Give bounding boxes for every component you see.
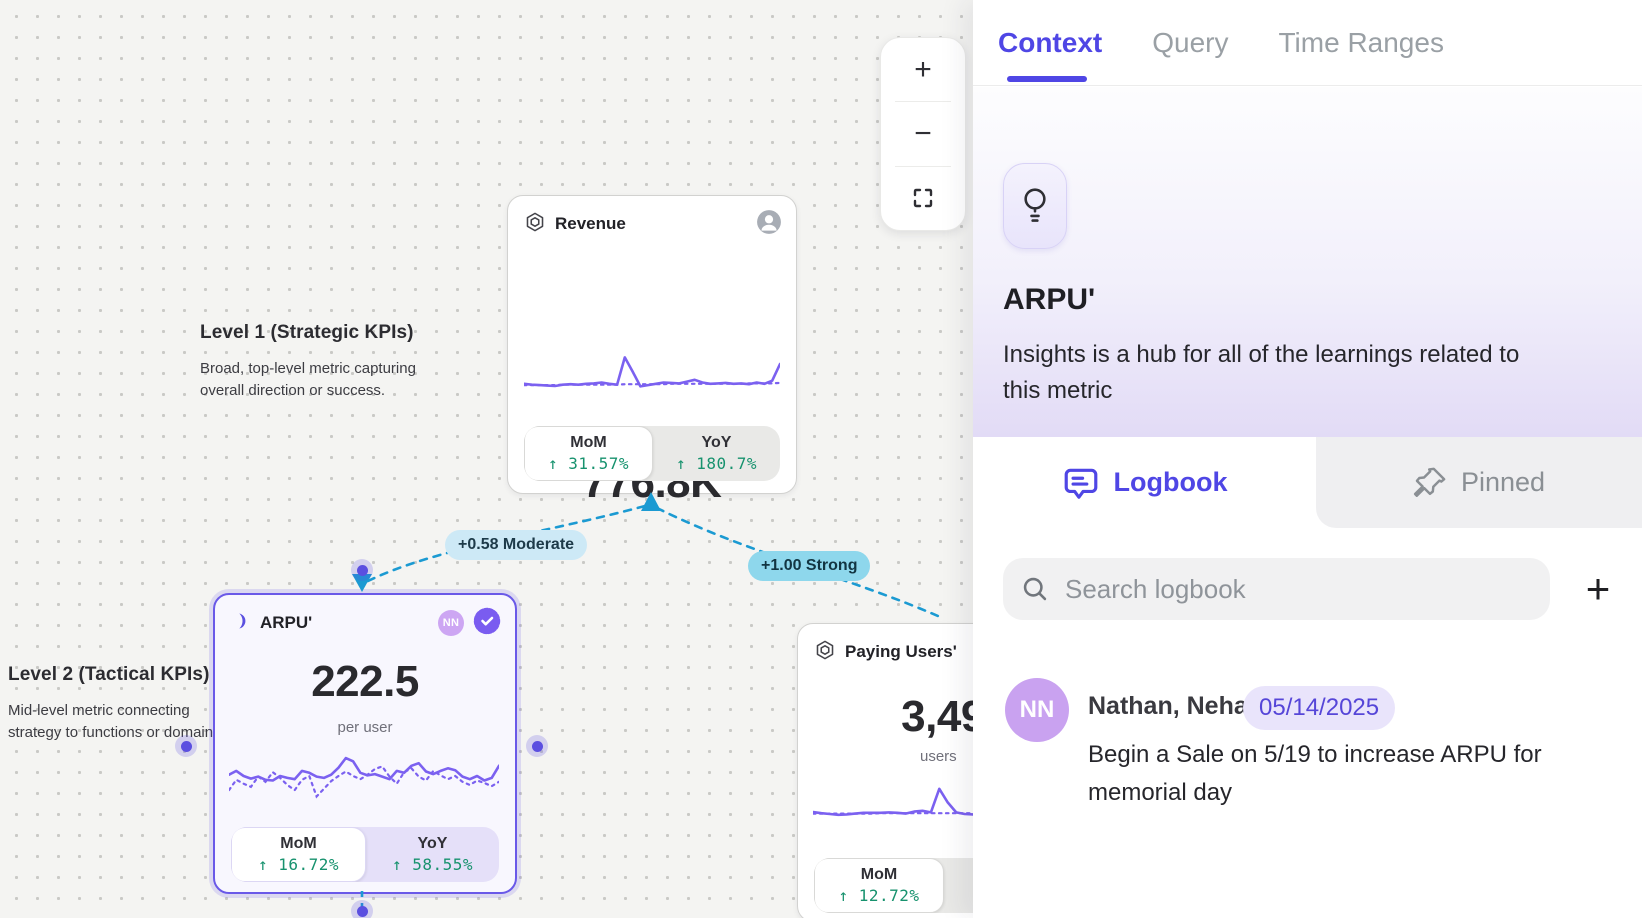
paying-card-header: Paying Users' [814, 638, 973, 666]
connection-handle-top[interactable] [351, 559, 373, 581]
subtab-logbook[interactable]: Logbook [973, 437, 1316, 528]
level-1-desc-line2: overall direction or success. [200, 382, 386, 399]
arpu-card-header: ARPU' NN [231, 607, 501, 640]
arpu-period-toggle: MoM ↑ 16.72% YoY ↑ 58.55% [231, 827, 499, 882]
revenue-mom-value: ↑ 31.57% [547, 454, 630, 473]
hexagon-icon [524, 211, 546, 238]
subtab-pinned[interactable]: Pinned [1316, 437, 1642, 528]
edge-label-moderate[interactable]: +0.58 Moderate [445, 530, 588, 560]
add-logbook-entry-button[interactable]: + [1585, 565, 1611, 612]
arpu-mom-value: ↑ 16.72% [257, 855, 340, 874]
metric-tree-canvas[interactable]: Level 1 (Strategic KPIs) Broad, top-leve… [0, 0, 973, 918]
level-2-desc-line2: strategy to functions or domains. [8, 724, 225, 741]
edge-label-strong[interactable]: +1.00 Strong [748, 551, 871, 581]
insight-icon-tile [1003, 163, 1067, 249]
revenue-card-title: Revenue [555, 214, 626, 233]
arpu-card-title: ARPU' [260, 613, 313, 632]
zoom-in-button[interactable]: + [914, 52, 932, 86]
connection-handle-right[interactable] [526, 735, 548, 757]
verified-badge-icon [473, 607, 501, 640]
level-2-title: Level 2 (Tactical KPIs) [8, 664, 210, 685]
revenue-yoy-value: ↑ 180.7% [675, 454, 758, 473]
level-1-title: Level 1 (Strategic KPIs) [200, 322, 414, 343]
pin-icon [1413, 467, 1446, 497]
revenue-mom-toggle[interactable]: MoM ↑ 31.57% [524, 426, 653, 481]
revenue-card-header: Revenue [524, 209, 782, 240]
paying-unit: users [920, 748, 957, 765]
lightbulb-icon [1024, 188, 1046, 222]
panel-tab-bar: Context Query Time Ranges [973, 0, 1642, 86]
metric-card-paying-users[interactable]: Paying Users' 3,49 users MoM ↑ 12.72% [797, 623, 973, 918]
paying-value: 3,49 [901, 692, 973, 741]
revenue-sparkline [524, 356, 780, 388]
revenue-yoy-toggle[interactable]: YoY ↑ 180.7% [675, 434, 758, 473]
entry-date-badge[interactable]: 05/14/2025 [1243, 686, 1396, 730]
fit-view-button[interactable] [881, 167, 965, 230]
search-input[interactable] [1063, 572, 1532, 606]
fullscreen-icon [913, 189, 933, 208]
tab-query[interactable]: Query [1152, 26, 1229, 58]
entry-avatar: NN [1005, 678, 1069, 742]
collaborator-avatar-badge[interactable]: NN [438, 610, 464, 636]
paying-mom-toggle[interactable]: MoM ↑ 12.72% [814, 858, 944, 913]
tab-time-ranges[interactable]: Time Ranges [1278, 26, 1444, 58]
canvas-zoom-toolbar: + − [880, 37, 966, 231]
paying-sparkline [813, 787, 973, 817]
arpu-sparkline [229, 756, 499, 799]
logbook-comment-icon [1064, 468, 1097, 499]
level-2-annotation: Level 2 (Tactical KPIs) Mid-level metric… [8, 664, 225, 744]
connection-handle-bottom[interactable] [351, 900, 373, 918]
metric-title: ARPU' [1003, 283, 1096, 316]
level-2-desc-line1: Mid-level metric connecting [8, 702, 190, 719]
logbook-pinned-tabbar: Logbook Pinned [973, 437, 1642, 528]
level-1-desc-line1: Broad, top-level metric capturing [200, 360, 416, 377]
logbook-search-bar[interactable] [1003, 558, 1550, 620]
arpu-yoy-value: ↑ 58.55% [391, 855, 474, 874]
active-tab-indicator [1007, 76, 1087, 82]
entry-author: Nathan, Neha [1088, 692, 1248, 720]
owner-avatar-icon[interactable] [756, 209, 782, 240]
hexagon-icon [814, 639, 836, 666]
arpu-unit: per user [337, 719, 393, 736]
logbook-search-row: + [973, 558, 1642, 620]
arpu-yoy-toggle[interactable]: YoY ↑ 58.55% [391, 835, 474, 874]
arpu-mom-toggle[interactable]: MoM ↑ 16.72% [231, 827, 366, 882]
paying-period-toggle: MoM ↑ 12.72% [814, 858, 973, 913]
entry-body: Begin a Sale on 5/19 to increase ARPU fo… [1088, 741, 1542, 806]
moon-icon [231, 610, 251, 637]
metric-detail-panel: Context Query Time Ranges ARPU' Insights… [973, 0, 1642, 918]
zoom-out-button[interactable]: − [914, 116, 932, 150]
connection-handle-left[interactable] [175, 735, 197, 757]
metric-hero-section: ARPU' Insights is a hub for all of the l… [973, 87, 1642, 437]
arpu-value: 222.5 [311, 657, 419, 706]
paying-yoy-toggle[interactable] [944, 858, 973, 913]
revenue-period-toggle: MoM ↑ 31.57% YoY ↑ 180.7% [524, 426, 780, 481]
metric-card-arpu[interactable]: ARPU' NN 222.5 per user MoM ↑ 16.72% [213, 593, 517, 894]
paying-mom-value: ↑ 12.72% [838, 886, 920, 905]
paying-card-title: Paying Users' [845, 642, 957, 661]
search-icon [1023, 577, 1047, 601]
metric-description: Insights is a hub for all of the learnin… [1003, 341, 1520, 404]
level-1-annotation: Level 1 (Strategic KPIs) Broad, top-leve… [200, 322, 416, 402]
tab-context[interactable]: Context [998, 26, 1103, 58]
metric-card-revenue[interactable]: Revenue 776.8K MoM ↑ 31.57% [507, 195, 797, 507]
